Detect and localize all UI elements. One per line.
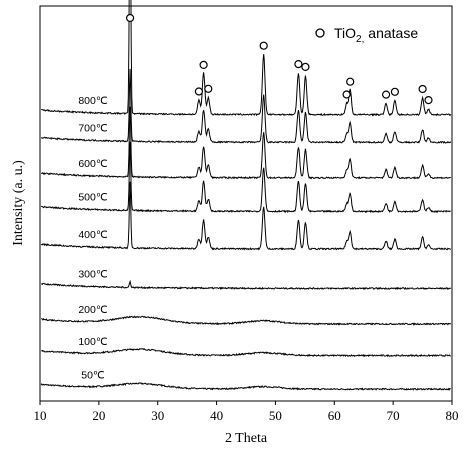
x-tick-label-5: 60: [328, 408, 341, 423]
series-label-1: 100℃: [78, 336, 108, 348]
peak-markers: [126, 13, 433, 105]
series-label-3: 300℃: [78, 269, 108, 281]
legend-subscript: 2,: [356, 34, 364, 45]
legend: TiO2, anatase: [315, 25, 418, 45]
anatase-peak-marker-9: [382, 90, 391, 99]
anatase-peak-marker-6: [301, 62, 310, 72]
anatase-peak-marker-2: [199, 60, 208, 70]
series-label-5: 500℃: [78, 192, 108, 204]
x-tick-label-2: 30: [151, 408, 164, 423]
y-axis-title: Intensity (a. u.): [11, 160, 26, 246]
x-tick-label-6: 70: [387, 408, 400, 423]
x-tick-label-0: 10: [34, 408, 47, 423]
anatase-peak-marker-0: [126, 13, 135, 23]
anatase-peak-marker-5: [294, 59, 303, 69]
x-axis-title: 2 Theta: [225, 431, 268, 446]
series-label-8: 800℃: [78, 95, 108, 107]
anatase-peak-marker-7: [342, 90, 351, 99]
series-line-5: [40, 141, 451, 214]
anatase-peak-marker-8: [346, 77, 355, 86]
series-label-2: 200℃: [78, 304, 108, 316]
legend-suffix: anatase: [364, 25, 418, 41]
legend-label: TiO: [334, 25, 356, 41]
series-line-3: [41, 279, 452, 291]
x-tick-label-3: 40: [210, 408, 223, 423]
x-tick-label-1: 20: [92, 408, 105, 423]
legend-marker-icon: [315, 28, 325, 38]
legend-text: TiO2, anatase: [334, 25, 418, 45]
series-label-7: 700℃: [78, 123, 108, 135]
series-line-0: [40, 382, 451, 391]
series-label-0: 50℃: [81, 369, 105, 381]
series-line-7: [40, 68, 452, 144]
series-line-8: [41, 0, 452, 117]
plot-frame: [39, 5, 453, 402]
series-label-6: 600℃: [78, 158, 108, 170]
x-tick-label-7: 80: [446, 408, 459, 423]
x-tick-label-4: 50: [269, 408, 282, 423]
anatase-peak-marker-10: [390, 87, 399, 96]
series-label-4: 400℃: [78, 229, 108, 241]
anatase-peak-marker-11: [418, 84, 427, 94]
anatase-peak-marker-1: [194, 87, 203, 96]
series-line-1: [41, 348, 451, 358]
series-line-2: [41, 315, 452, 326]
series-line-6: [41, 106, 452, 180]
series-line-4: [40, 181, 452, 251]
anatase-peak-marker-12: [424, 95, 433, 105]
series-group: 50℃ 100℃ 200℃ 300℃ 400℃ 500℃ 600℃ 700℃ 800℃: [40, 0, 452, 391]
anatase-peak-marker-4: [259, 41, 268, 50]
anatase-peak-marker-3: [204, 84, 213, 93]
x-axis: 10 20 30 40 50 60 70 80: [34, 401, 459, 423]
